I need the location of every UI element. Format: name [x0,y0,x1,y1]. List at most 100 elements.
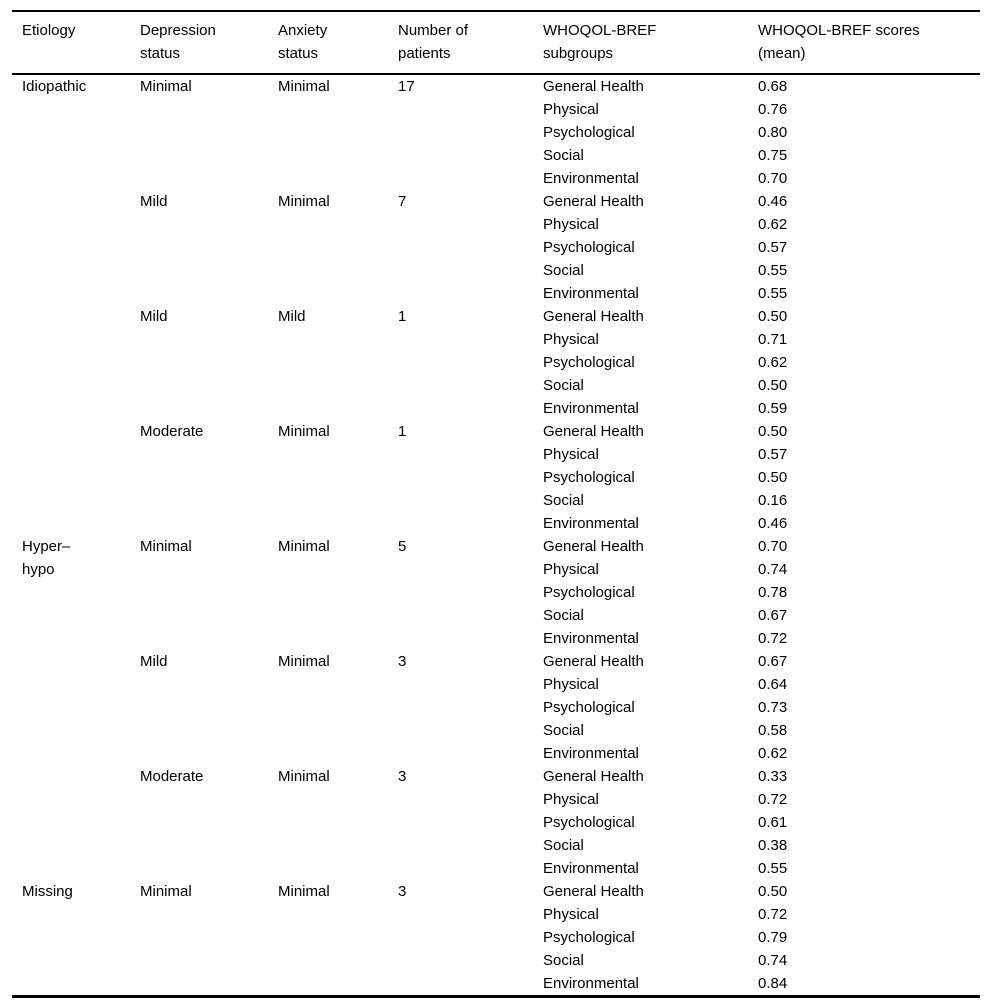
subgroup-name-cell: General Health [543,768,644,785]
patients-count-cell: 1 [398,423,407,440]
table-row: Social 0.67 [12,604,980,627]
subgroup-name-cell: Psychological [543,929,635,946]
subgroup-name-cell: General Health [543,653,644,670]
subgroup-name-cell: Psychological [543,814,635,831]
table-row: Mild Mild 1 General Health 0.50 [12,305,980,328]
subgroup-name-cell: Psychological [543,469,635,486]
score-value-cell: 0.55 [758,285,788,302]
subgroup-name-cell: General Health [543,423,644,440]
subgroup-name-cell: Physical [543,676,599,693]
score-value-cell: 0.33 [758,768,788,785]
subgroup-name-cell: Physical [543,906,599,923]
table-row: Physical 0.72 [12,788,980,811]
score-value-cell: 0.84 [758,975,788,992]
score-value-cell: 0.68 [758,78,788,95]
score-value-cell: 0.16 [758,492,788,509]
table-row: Environmental 0.62 [12,742,980,765]
depression-status-cell: Minimal [140,538,192,555]
table-row: Hyper– hypo Minimal Minimal 5 General Health… [12,535,980,578]
table-row: Physical 0.71 [12,328,980,351]
table-row: Environmental 0.84 [12,972,980,997]
subgroup-name-cell: General Health [543,78,644,95]
subgroup-name-cell: Social [543,607,584,624]
score-value-cell: 0.57 [758,446,788,463]
table-row: Psychological 0.80 [12,121,980,144]
score-value-cell: 0.50 [758,883,788,900]
score-value-cell: 0.74 [758,952,788,969]
subgroup-name-cell: Psychological [543,354,635,371]
score-value-cell: 0.55 [758,262,788,279]
score-value-cell: 0.62 [758,745,788,762]
depression-status-cell: Minimal [140,78,192,95]
score-value-cell: 0.55 [758,860,788,877]
score-value-cell: 0.50 [758,377,788,394]
score-value-cell: 0.75 [758,147,788,164]
score-value-cell: 0.62 [758,354,788,371]
patients-count-cell: 3 [398,653,407,670]
score-value-cell: 0.80 [758,124,788,141]
score-value-cell: 0.71 [758,331,788,348]
subgroup-name-cell: Physical [543,791,599,808]
subgroup-name-cell: Environmental [543,630,639,647]
score-value-cell: 0.76 [758,101,788,118]
table-row: Physical 0.76 [12,98,980,121]
table-row: Psychological 0.73 [12,696,980,719]
score-value-cell: 0.57 [758,239,788,256]
score-value-cell: 0.46 [758,515,788,532]
score-value-cell: 0.46 [758,193,788,210]
score-value-cell: 0.72 [758,791,788,808]
anxiety-status-cell: Minimal [278,768,330,785]
score-value-cell: 0.50 [758,469,788,486]
table-row: Idiopathic Minimal Minimal 17 General Health… [12,74,980,98]
score-value-cell: 0.38 [758,837,788,854]
subgroup-name-cell: Social [543,952,584,969]
score-value-cell: 0.50 [758,423,788,440]
subgroup-name-cell: Environmental [543,745,639,762]
score-value-cell: 0.67 [758,653,788,670]
patients-count-cell: 17 [398,78,415,95]
table-body: Idiopathic Minimal Minimal 17 General Health… [12,74,980,997]
subgroup-name-cell: Environmental [543,400,639,417]
anxiety-status-cell: Minimal [278,538,330,555]
subgroup-name-cell: Social [543,377,584,394]
table-row: Moderate Minimal 3 General Health 0.33 [12,765,980,788]
subgroup-name-cell: Environmental [543,860,639,877]
depression-status-cell: Moderate [140,423,204,440]
table-row: Social 0.50 [12,374,980,397]
header-row: Etiology Depression status Anxiety statu… [12,11,980,74]
subgroup-name-cell: General Health [543,308,644,325]
etiology-cell: Idiopathic [22,78,87,95]
table-row: Psychological 0.79 [12,926,980,949]
header-number-of-patients: Number of patients [398,22,469,62]
header-depression-status: Depression status [140,22,216,62]
depression-status-cell: Moderate [140,768,204,785]
depression-status-cell: Mild [140,193,168,210]
score-value-cell: 0.72 [758,906,788,923]
table-row: Psychological 0.61 [12,811,980,834]
table-row: Social 0.58 [12,719,980,742]
subgroup-name-cell: Physical [543,101,599,118]
patients-count-cell: 7 [398,193,407,210]
subgroup-name-cell: Social [543,837,584,854]
patients-count-cell: 3 [398,768,407,785]
table-row: Environmental 0.72 [12,627,980,650]
table-row: Physical 0.57 [12,443,980,466]
table-row: Physical 0.74 [12,558,980,581]
score-value-cell: 0.67 [758,607,788,624]
anxiety-status-cell: Minimal [278,193,330,210]
score-value-cell: 0.70 [758,170,788,187]
whoqol-table: Etiology Depression status Anxiety statu… [12,10,980,998]
table-row: Physical 0.72 [12,903,980,926]
score-value-cell: 0.59 [758,400,788,417]
subgroup-name-cell: Environmental [543,285,639,302]
subgroup-name-cell: Social [543,722,584,739]
subgroup-name-cell: Psychological [543,584,635,601]
anxiety-status-cell: Minimal [278,423,330,440]
score-value-cell: 0.74 [758,561,788,578]
table-row: Social 0.38 [12,834,980,857]
subgroup-name-cell: Psychological [543,699,635,716]
table-row: Social 0.16 [12,489,980,512]
subgroup-name-cell: Environmental [543,975,639,992]
score-value-cell: 0.73 [758,699,788,716]
